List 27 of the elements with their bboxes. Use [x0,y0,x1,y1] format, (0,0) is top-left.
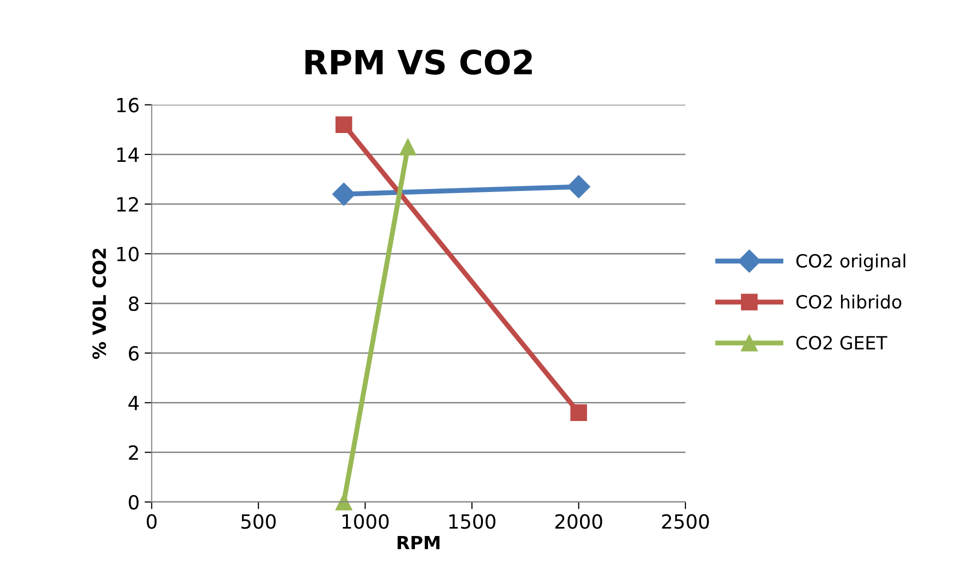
y-tick-label: 4 [128,396,139,410]
y-tick-label: 8 [128,296,139,312]
point [332,182,356,206]
x-tick-label: 1500 [449,514,496,529]
point [336,116,352,133]
x-tick-label: 2000 [555,514,602,529]
y-tick-label: 6 [128,346,139,361]
y-tick-label: 12 [117,197,138,212]
chart-title: RPM VS CO2 [305,50,532,75]
y-tick-label: 0 [128,494,139,510]
legend-label: CO2 GEET [796,336,888,350]
y-tick-label: 16 [117,98,139,112]
y-axis-title: % VOL CO2 [92,248,106,359]
legend-label: CO2 original [796,254,906,272]
x-tick-label: 2500 [662,514,709,529]
x-tick-label: 0 [146,514,157,529]
point [570,404,588,421]
y-tick-label: 10 [117,246,139,262]
y-tick-label: 14 [117,148,139,162]
legend-label: CO2 hibrido [796,294,902,309]
point [567,175,590,198]
x-tick-label: 1000 [342,514,389,529]
x-tick-label: 500 [241,514,276,529]
point [336,494,352,510]
x-axis-title: RPM [398,536,440,550]
y-tick-label: 2 [128,445,138,460]
point [400,138,416,156]
